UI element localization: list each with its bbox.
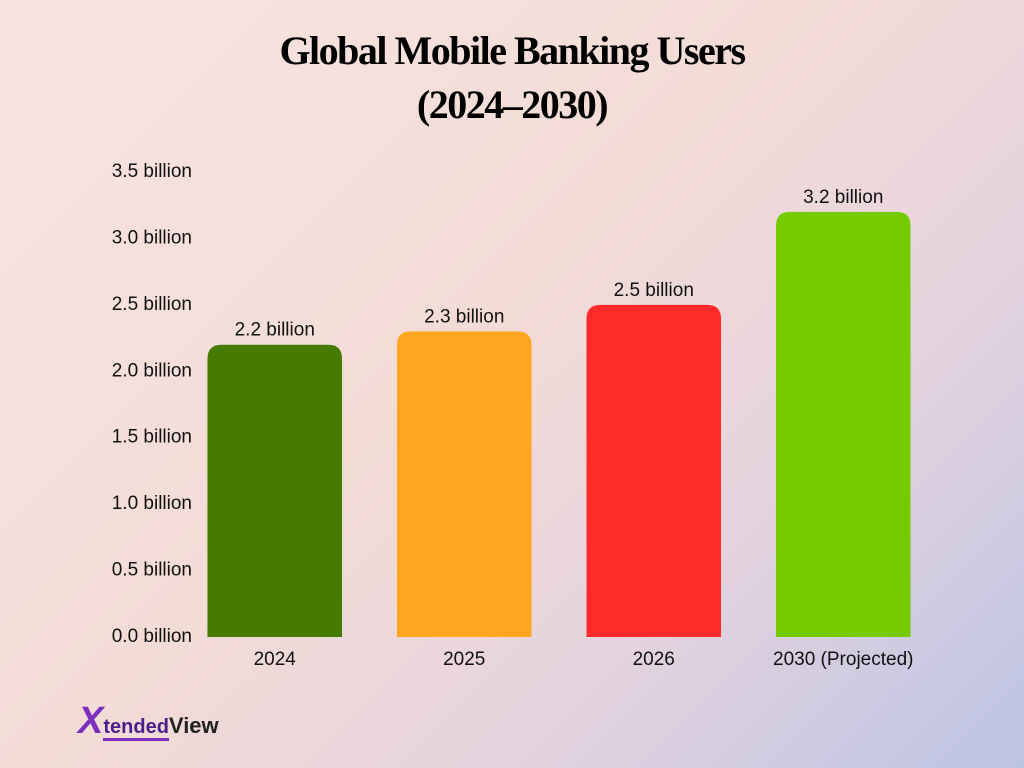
brand-mark: X (78, 700, 104, 742)
chart-title: Global Mobile Banking Users (2024–2030) (279, 28, 746, 127)
x-tick-label: 2024 (254, 649, 297, 670)
x-tick-label: 2030 (Projected) (773, 649, 913, 670)
value-label: 2.2 billion (235, 320, 315, 341)
value-label: 2.5 billion (614, 280, 694, 301)
value-label: 3.2 billion (803, 187, 883, 208)
bar (396, 331, 532, 637)
brand-logo: XtendedView (78, 700, 219, 743)
value-label: 2.3 billion (424, 306, 504, 327)
brand-text: tended (103, 716, 169, 741)
y-tick-label: 0.5 billion (112, 560, 192, 581)
bar (775, 211, 911, 637)
x-tick-label: 2025 (443, 649, 485, 670)
brand-text: View (168, 713, 219, 738)
bar (207, 344, 343, 637)
y-tick-label: 1.0 billion (112, 493, 192, 514)
x-tick-label: 2026 (633, 649, 675, 670)
y-tick-label: 3.5 billion (112, 161, 192, 182)
y-tick-label: 0.0 billion (112, 626, 192, 647)
y-tick-label: 2.5 billion (112, 294, 192, 315)
y-tick-label: 3.0 billion (112, 227, 192, 248)
bar (586, 304, 722, 637)
y-tick-label: 1.5 billion (112, 427, 192, 448)
y-tick-label: 2.0 billion (112, 360, 192, 381)
